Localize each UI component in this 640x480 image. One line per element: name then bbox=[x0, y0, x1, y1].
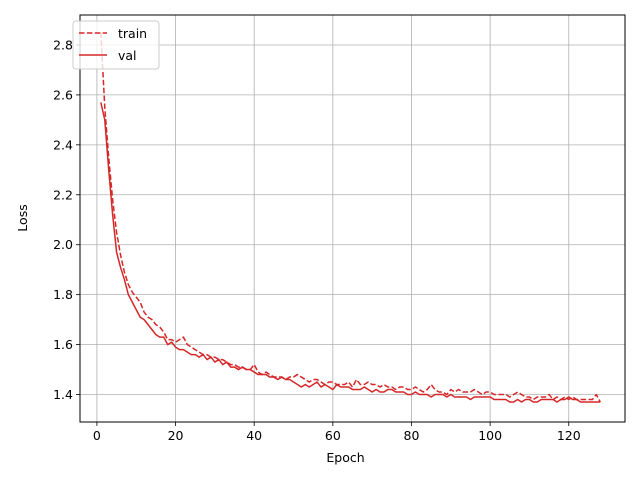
x-tick-label: 80 bbox=[404, 428, 420, 443]
y-tick-label: 1.4 bbox=[53, 387, 73, 402]
x-tick-label: 20 bbox=[168, 428, 184, 443]
y-tick-label: 2.8 bbox=[53, 37, 73, 52]
y-tick-label: 2.6 bbox=[53, 87, 73, 102]
series-line-train bbox=[100, 32, 601, 403]
y-tick-label: 1.6 bbox=[53, 337, 73, 352]
legend-val-label: val bbox=[118, 48, 137, 63]
y-tick-label: 1.8 bbox=[53, 287, 73, 302]
x-axis-ticks: 0 20 40 60 80 100 120 bbox=[93, 422, 581, 443]
x-tick-label: 120 bbox=[557, 428, 581, 443]
x-tick-label: 0 bbox=[93, 428, 101, 443]
legend-train-label: train bbox=[118, 26, 147, 41]
legend: train val bbox=[72, 20, 160, 70]
y-tick-label: 2.0 bbox=[53, 237, 73, 252]
grid bbox=[80, 15, 625, 422]
y-tick-label: 2.4 bbox=[53, 137, 73, 152]
series-group bbox=[100, 32, 601, 403]
y-axis-title: Loss bbox=[15, 204, 30, 231]
x-tick-label: 60 bbox=[325, 428, 341, 443]
x-axis-title: Epoch bbox=[326, 450, 364, 465]
legend-box bbox=[72, 20, 160, 70]
y-tick-label: 2.2 bbox=[53, 187, 73, 202]
x-tick-label: 40 bbox=[246, 428, 262, 443]
y-axis-ticks: 1.4 1.6 1.8 2.0 2.2 2.4 2.6 2.8 bbox=[53, 37, 80, 402]
plot-frame bbox=[79, 14, 626, 423]
series-line-val bbox=[100, 102, 601, 403]
x-tick-label: 100 bbox=[478, 428, 502, 443]
